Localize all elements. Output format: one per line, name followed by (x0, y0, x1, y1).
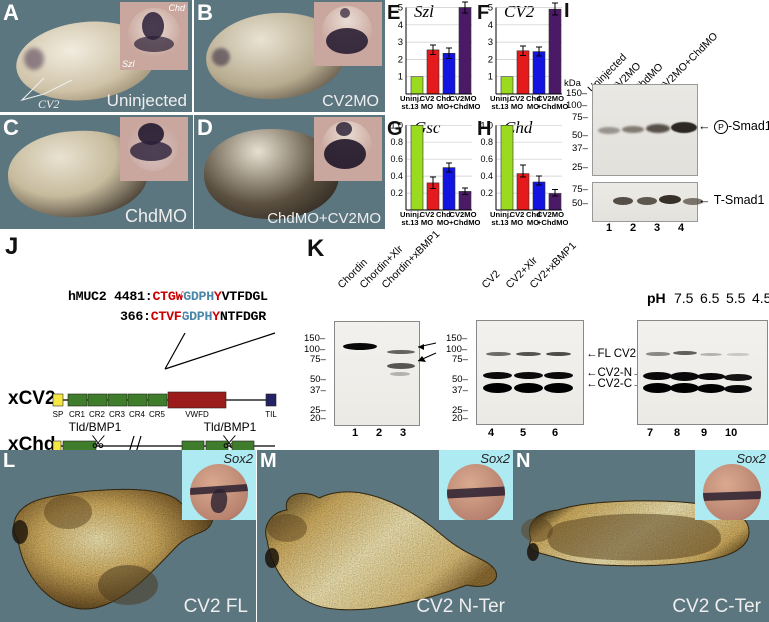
svg-text:5: 5 (488, 3, 493, 14)
svg-text:1: 1 (488, 72, 493, 83)
svg-text:0.6: 0.6 (480, 154, 493, 164)
svg-text:4: 4 (398, 20, 403, 31)
svg-text:0.8: 0.8 (390, 137, 403, 147)
svg-text:2: 2 (488, 54, 493, 65)
svg-text:0.2: 0.2 (390, 188, 403, 198)
svg-text:3: 3 (398, 37, 403, 48)
svg-text:0.4: 0.4 (480, 171, 493, 181)
svg-text:3: 3 (488, 37, 493, 48)
svg-text:0.2: 0.2 (480, 188, 493, 198)
svg-text:2: 2 (398, 54, 403, 65)
svg-text:0.4: 0.4 (390, 171, 403, 181)
svg-text:1.0: 1.0 (390, 120, 403, 130)
svg-text:0.8: 0.8 (480, 137, 493, 147)
svg-text:0.6: 0.6 (390, 154, 403, 164)
svg-text:1: 1 (398, 72, 403, 83)
svg-text:5: 5 (398, 3, 403, 14)
svg-text:1.0: 1.0 (480, 120, 493, 130)
svg-text:4: 4 (488, 20, 493, 31)
